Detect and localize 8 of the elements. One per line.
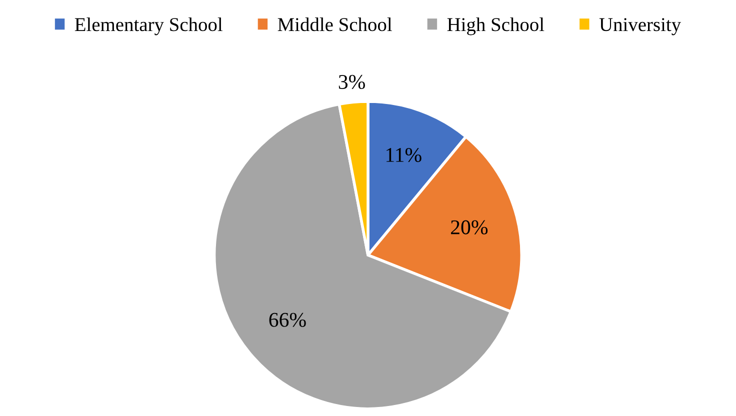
legend-label: High School	[447, 18, 544, 36]
data-label: 20%	[451, 220, 488, 234]
legend-label: Middle School	[278, 18, 392, 32]
legend-label: University	[599, 18, 682, 36]
data-label: 3%	[338, 74, 365, 90]
data-label: 66%	[269, 312, 306, 327]
legend-label: Elementary School	[74, 18, 222, 36]
data-label: 11%	[386, 148, 422, 162]
